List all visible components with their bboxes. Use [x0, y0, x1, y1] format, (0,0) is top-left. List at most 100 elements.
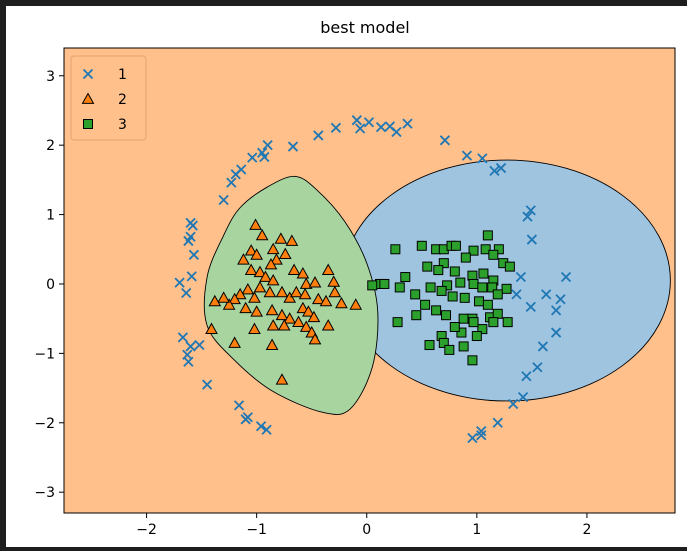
data-point-class-2	[278, 247, 292, 260]
legend-label: 2	[118, 92, 127, 108]
data-point-class-1	[517, 391, 529, 403]
data-point-class-3	[449, 322, 460, 332]
data-point-class-1	[525, 301, 536, 313]
plot-area	[63, 47, 676, 514]
data-point-class-3	[474, 296, 485, 307]
data-point-class-3	[467, 355, 478, 366]
data-point-class-3	[501, 283, 512, 294]
data-point-class-1	[185, 217, 196, 229]
data-point-class-2	[308, 332, 322, 345]
data-point-class-1	[230, 169, 241, 180]
figure: best model −2 −1 0 1 2 −3 −2 −1 0 1 2 3 1 2 3	[6, 6, 687, 547]
data-point-class-2	[244, 263, 258, 275]
data-point-class-3	[425, 282, 436, 293]
data-point-class-2	[308, 276, 322, 288]
x-tick-label: 2	[582, 522, 591, 538]
data-point-class-1	[439, 135, 451, 146]
data-point-class-2	[285, 234, 299, 246]
data-point-class-2	[275, 308, 289, 321]
data-point-class-1	[541, 289, 552, 300]
data-point-class-3	[449, 266, 460, 277]
data-point-class-1	[186, 271, 197, 282]
data-point-class-1	[537, 341, 549, 352]
data-point-class-1	[174, 277, 185, 288]
data-point-class-2	[321, 319, 335, 331]
plot-frame	[63, 47, 676, 514]
data-point-class-3	[394, 282, 405, 293]
data-point-class-3	[478, 268, 489, 279]
data-point-class-1	[351, 115, 362, 126]
data-point-class-2	[307, 310, 321, 323]
data-point-class-1	[255, 421, 267, 432]
data-point-class-3	[493, 244, 504, 255]
data-point-class-3	[458, 341, 469, 352]
data-point-class-3	[416, 240, 427, 251]
data-point-class-2	[328, 285, 342, 298]
data-point-class-2	[275, 373, 289, 385]
data-point-class-1	[313, 130, 324, 141]
data-point-class-2	[266, 273, 280, 286]
data-point-class-3	[424, 340, 435, 351]
data-point-class-2	[208, 294, 222, 307]
data-point-class-1	[355, 123, 366, 134]
data-point-class-2	[222, 298, 236, 310]
data-point-class-2	[241, 282, 255, 295]
data-point-class-2	[250, 305, 264, 317]
legend-marker-class-2	[81, 92, 95, 104]
data-point-class-2	[233, 287, 247, 300]
data-point-class-1	[201, 379, 213, 390]
data-point-class-2	[265, 338, 279, 350]
data-point-class-3	[504, 261, 515, 272]
data-point-class-3	[468, 245, 479, 256]
data-point-class-1	[262, 140, 273, 151]
data-point-class-1	[240, 414, 251, 425]
data-point-class-3	[436, 285, 447, 296]
data-point-class-1	[177, 332, 189, 343]
data-point-class-2	[264, 258, 278, 270]
y-tick-label: 1	[46, 208, 55, 224]
data-point-class-2	[266, 319, 280, 331]
legend-marker-class-1	[82, 68, 94, 80]
data-point-class-3	[400, 272, 411, 283]
data-point-class-2	[335, 296, 348, 309]
data-point-class-1	[218, 194, 229, 206]
data-point-class-2	[296, 267, 310, 279]
data-point-class-2	[270, 253, 283, 265]
data-point-class-1	[402, 118, 413, 129]
chart-title: best model	[320, 18, 410, 37]
data-point-class-3	[468, 278, 479, 289]
data-point-class-2	[292, 315, 305, 328]
y-axis: −3 −2 −1 0 1 2 3	[34, 69, 64, 501]
data-point-class-1	[511, 289, 522, 300]
data-point-class-2	[228, 292, 241, 305]
data-point-class-3	[488, 249, 499, 260]
data-point-class-3	[455, 277, 466, 288]
data-point-class-3	[390, 244, 401, 255]
data-point-class-2	[349, 298, 363, 310]
data-point-class-1	[522, 211, 533, 222]
data-point-class-2	[253, 265, 267, 278]
data-point-class-3	[422, 261, 433, 272]
data-point-class-3	[392, 317, 403, 328]
data-point-class-2	[275, 285, 289, 298]
data-point-class-1	[555, 294, 566, 305]
data-point-class-3	[433, 265, 444, 276]
data-point-class-3	[456, 327, 467, 338]
data-point-class-3	[450, 240, 461, 251]
data-point-class-3	[379, 278, 390, 289]
data-point-class-2	[250, 248, 264, 260]
data-point-class-1	[467, 432, 478, 444]
data-point-class-1	[521, 371, 532, 382]
legend: 1 2 3	[70, 55, 147, 141]
data-point-class-1	[508, 398, 519, 410]
data-point-class-1	[489, 165, 500, 176]
data-point-class-2	[255, 228, 269, 241]
data-point-class-3	[438, 258, 449, 269]
data-point-class-3	[411, 310, 422, 321]
data-point-class-1	[515, 271, 527, 283]
data-point-class-1	[363, 117, 375, 128]
data-point-class-2	[244, 244, 258, 256]
data-point-class-2	[321, 263, 335, 275]
data-point-class-2	[237, 253, 250, 265]
data-point-class-2	[283, 291, 297, 303]
